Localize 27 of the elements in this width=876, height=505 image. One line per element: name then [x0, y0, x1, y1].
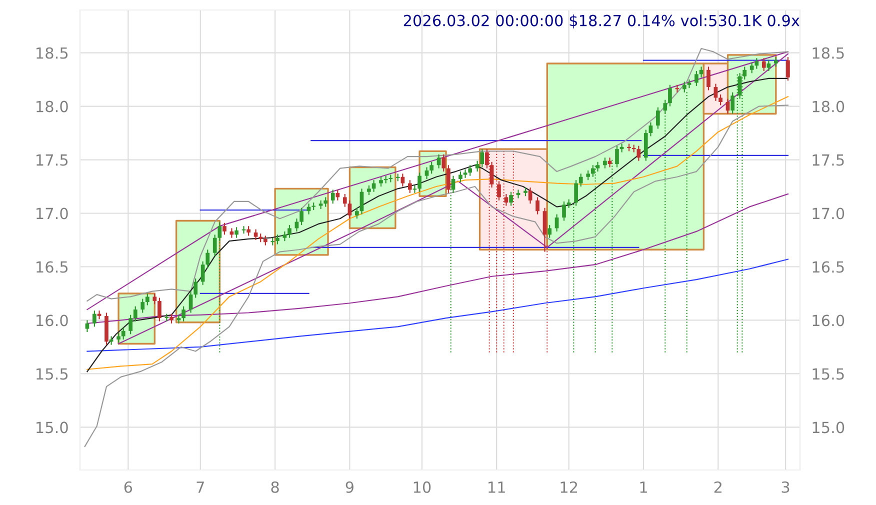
x-tick-label: 12 [560, 481, 578, 493]
y2-tick-label: 15.0 [812, 422, 844, 434]
x-tick-label: 1 [640, 482, 647, 493]
y2-tick-label: 16.5 [812, 261, 844, 273]
y2-tick-label: 17.0 [812, 208, 844, 220]
x-tick-label: 9 [346, 481, 354, 493]
x-tick-label: 3 [782, 481, 790, 493]
y2-tick-label: 18.0 [812, 100, 844, 112]
y-tick-label: 18.0 [36, 100, 68, 112]
x-tick-label: 7 [196, 482, 204, 493]
x-tick-label: 2 [714, 481, 722, 493]
y-tick-label: 18.5 [36, 47, 68, 59]
chart-title: 2026.03.02 00:00:00 $18.27 0.14% vol:530.1K 0.9x [404, 14, 800, 28]
x-tick-label: 6 [124, 481, 132, 493]
x-tick-label: 8 [271, 481, 279, 493]
y2-tick-label: 18.5 [812, 47, 844, 59]
y-tick-label: 15.5 [36, 368, 68, 380]
y-tick-label: 15.0 [36, 422, 68, 434]
y2-tick-label: 15.5 [812, 368, 844, 380]
y2-tick-label: 16.0 [812, 314, 844, 326]
y-tick-label: 16.0 [36, 314, 68, 326]
y-tick-label: 17.0 [36, 208, 68, 220]
y-tick-label: 17.5 [36, 154, 68, 166]
x-tick-label: 11 [488, 482, 505, 493]
y-tick-label: 16.5 [36, 261, 68, 273]
y2-tick-label: 17.5 [812, 154, 844, 166]
x-tick-label: 10 [414, 481, 431, 493]
